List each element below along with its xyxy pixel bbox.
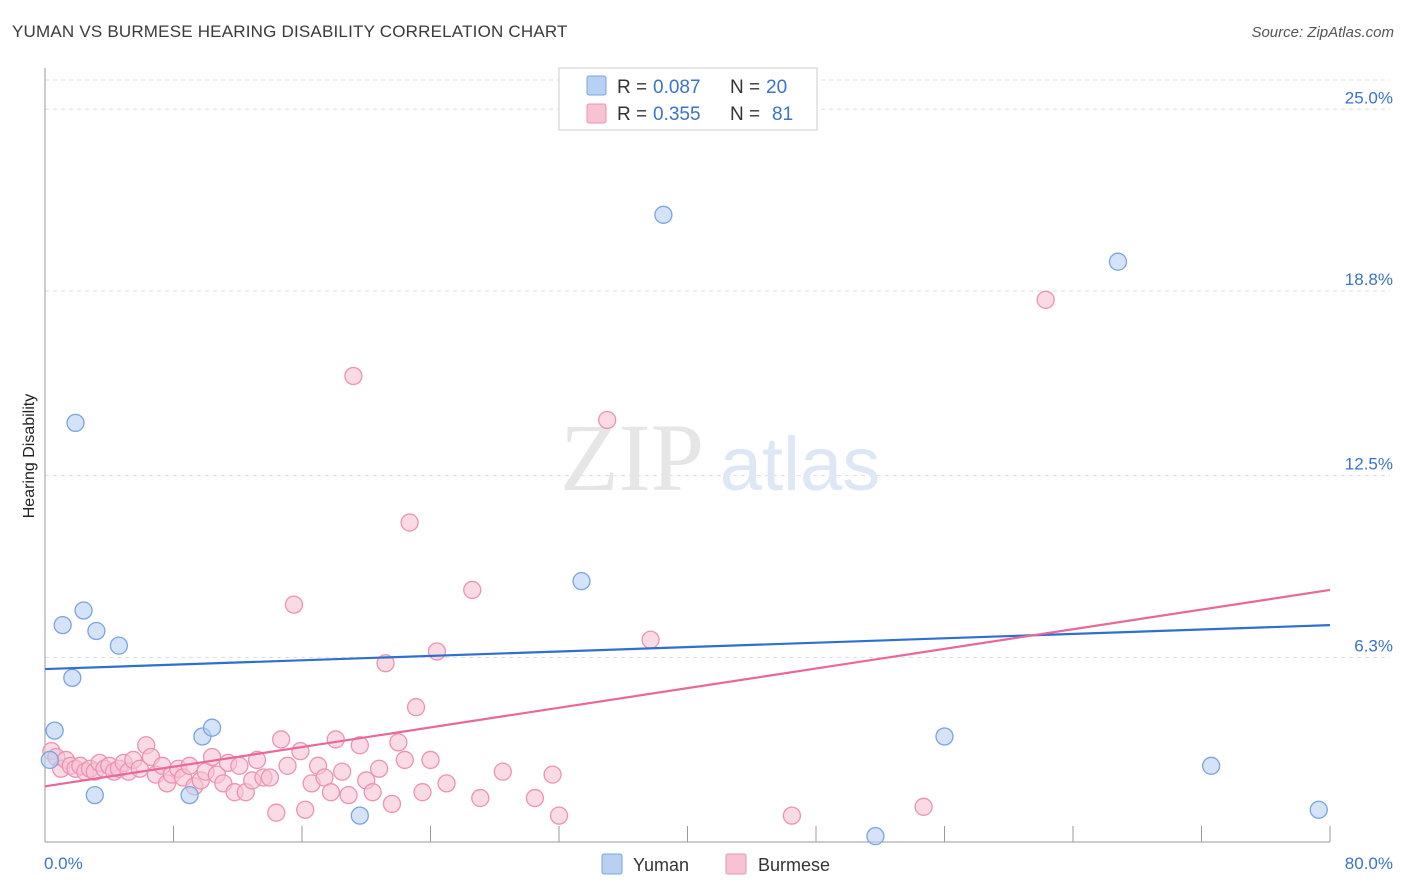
yuman-point [87, 621, 106, 641]
legend-n-label-yuman: N = [730, 77, 760, 98]
y-tick-label: 18.8% [1345, 270, 1393, 289]
yuman-point [350, 806, 369, 825]
burmese-point [421, 750, 440, 770]
legend-n-value-yuman: 20 [766, 77, 787, 98]
trend-lines [44, 588, 1331, 788]
burmese-point [471, 788, 490, 808]
yuman-points [40, 205, 1328, 846]
legend-swatch-burmese [586, 103, 607, 124]
legend-r-label-yuman: R = [617, 77, 647, 98]
legend-n-label-burmese: N = [730, 104, 760, 125]
bottom-legend-label-yuman: Yuman [633, 855, 689, 875]
burmese-point [230, 756, 249, 775]
burmese-point [395, 750, 414, 770]
x-tick-labels: 0.0% 80.0% [44, 854, 1393, 873]
bottom-legend-swatch-burmese [725, 853, 747, 875]
burmese-point [363, 783, 382, 802]
bottom-legend-swatch-yuman [601, 853, 623, 875]
burmese-point [267, 803, 286, 822]
burmese-trend-line [44, 588, 1331, 788]
yuman-point [109, 636, 129, 655]
yuman-point [202, 718, 222, 737]
yuman-point [654, 205, 673, 224]
legend-r-label-burmese: R = [617, 104, 647, 125]
burmese-point [339, 785, 358, 805]
yuman-point [66, 413, 85, 433]
burmese-point [202, 747, 222, 767]
burmese-point [598, 410, 617, 430]
source-label: Source: ZipAtlas.com [1251, 24, 1394, 41]
burmese-point [463, 580, 482, 600]
yuman-point [40, 750, 59, 770]
burmese-point [493, 762, 512, 781]
burmese-point [271, 730, 291, 749]
burmese-point [549, 806, 569, 825]
y-tick-label: 12.5% [1345, 455, 1393, 474]
y-axis-label: Hearing Disability [21, 394, 38, 519]
burmese-point [914, 797, 933, 816]
burmese-point [406, 698, 426, 717]
yuman-point [1201, 756, 1221, 775]
burmese-point [247, 750, 267, 770]
burmese-point [333, 762, 352, 781]
yuman-point [53, 615, 72, 635]
yuman-point [1309, 800, 1328, 819]
y-tick-label: 25.0% [1345, 88, 1393, 107]
legend-r-value-yuman: 0.087 [653, 77, 701, 98]
legend-swatch-yuman [586, 75, 607, 96]
y-tick-label: 6.3% [1354, 636, 1393, 655]
burmese-point [437, 774, 456, 793]
watermark-atlas: atlas [720, 422, 881, 507]
burmese-point [350, 736, 369, 755]
burmese-point [291, 741, 310, 761]
burmese-point [326, 730, 345, 749]
watermark: ZIP atlas [560, 404, 880, 511]
legend-r-value-burmese: 0.355 [653, 104, 701, 125]
burmese-point [278, 756, 297, 775]
burmese-point [782, 806, 802, 825]
burmese-point [1036, 290, 1055, 309]
yuman-point [572, 572, 591, 591]
yuman-point [74, 601, 93, 620]
yuman-point [935, 727, 954, 746]
grid-lines [45, 79, 1390, 658]
watermark-zip: ZIP [560, 404, 704, 511]
yuman-point [1108, 252, 1128, 271]
yuman-point [866, 826, 885, 846]
burmese-point [296, 800, 315, 819]
bottom-legend: Yuman Burmese [601, 853, 830, 875]
burmese-point [376, 654, 395, 673]
burmese-point [525, 788, 545, 808]
yuman-point [85, 785, 104, 805]
legend-n-value-burmese: 81 [772, 104, 793, 125]
burmese-points [42, 290, 1055, 825]
burmese-point [389, 733, 408, 752]
burmese-point [641, 630, 660, 649]
burmese-point [543, 765, 562, 784]
burmese-point [260, 768, 280, 787]
yuman-trend-line [44, 624, 1331, 671]
burmese-point [382, 794, 402, 814]
burmese-point [344, 366, 363, 386]
axes [44, 68, 1331, 843]
burmese-point [400, 513, 419, 532]
burmese-point [427, 642, 447, 661]
burmese-point [369, 759, 389, 778]
x-tick-label: 80.0% [1345, 854, 1393, 873]
yuman-point [45, 721, 64, 740]
burmese-point [413, 783, 432, 802]
burmese-point [284, 595, 304, 614]
legend: R = 0.087 N = 20 R = 0.355 N = 81 [558, 67, 818, 131]
y-tick-labels: 6.3% 12.5% 18.8% 25.0% [1345, 88, 1393, 655]
yuman-point [63, 668, 82, 688]
x-tick-label: 0.0% [44, 854, 83, 873]
bottom-legend-label-burmese: Burmese [758, 855, 830, 875]
yuman-point [180, 785, 199, 805]
burmese-point [321, 783, 341, 802]
chart-title: YUMAN VS BURMESE HEARING DISABILITY CORR… [12, 22, 568, 41]
